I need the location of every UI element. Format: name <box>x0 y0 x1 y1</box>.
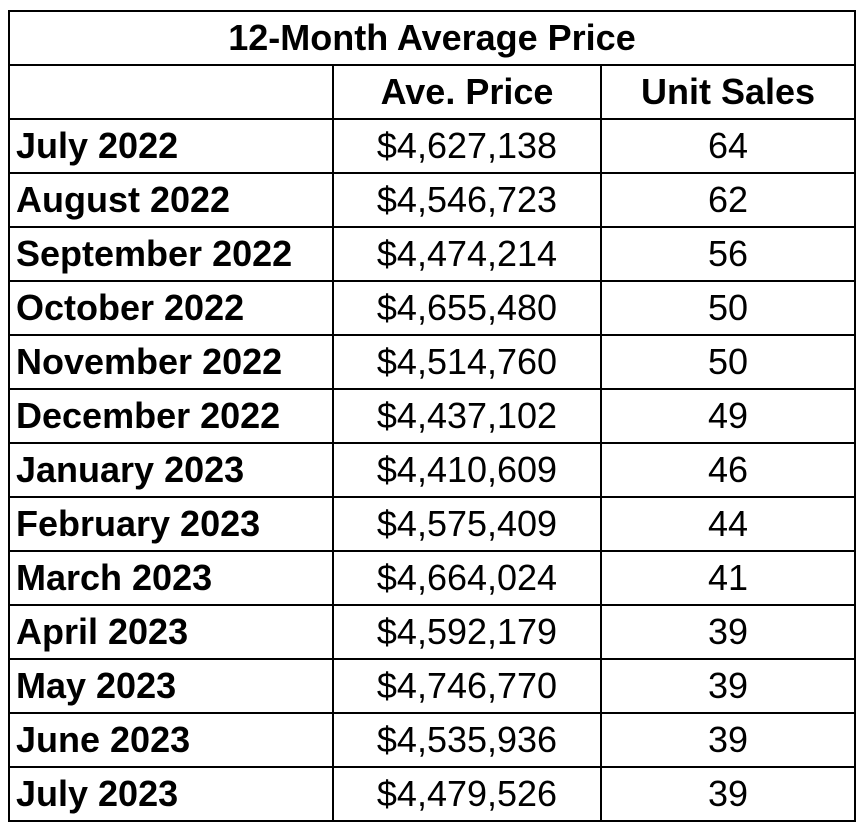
ave-price-cell: $4,410,609 <box>332 442 602 498</box>
month-cell: September 2022 <box>8 226 334 282</box>
month-cell: January 2023 <box>8 442 334 498</box>
unit-sales-cell: 39 <box>600 658 856 714</box>
month-cell: July 2022 <box>8 118 334 174</box>
month-cell: December 2022 <box>8 388 334 444</box>
unit-sales-cell: 44 <box>600 496 856 552</box>
table-row: September 2022 $4,474,214 56 <box>8 226 856 282</box>
table-row: October 2022 $4,655,480 50 <box>8 280 856 336</box>
table-title: 12-Month Average Price <box>8 10 856 66</box>
ave-price-cell: $4,746,770 <box>332 658 602 714</box>
price-table: 12-Month Average Price Ave. Price Unit S… <box>8 10 856 822</box>
unit-sales-cell: 56 <box>600 226 856 282</box>
month-cell: April 2023 <box>8 604 334 660</box>
ave-price-cell: $4,514,760 <box>332 334 602 390</box>
table-row: June 2023 $4,535,936 39 <box>8 712 856 768</box>
month-cell: June 2023 <box>8 712 334 768</box>
ave-price-cell: $4,664,024 <box>332 550 602 606</box>
column-header-ave-price: Ave. Price <box>332 64 602 120</box>
ave-price-cell: $4,592,179 <box>332 604 602 660</box>
month-cell: May 2023 <box>8 658 334 714</box>
column-header-month <box>8 64 334 120</box>
table-row: April 2023 $4,592,179 39 <box>8 604 856 660</box>
unit-sales-cell: 39 <box>600 712 856 768</box>
unit-sales-cell: 49 <box>600 388 856 444</box>
table-row: November 2022 $4,514,760 50 <box>8 334 856 390</box>
table-row: July 2022 $4,627,138 64 <box>8 118 856 174</box>
month-cell: August 2022 <box>8 172 334 228</box>
header-row: Ave. Price Unit Sales <box>8 64 856 120</box>
unit-sales-cell: 64 <box>600 118 856 174</box>
month-cell: March 2023 <box>8 550 334 606</box>
ave-price-cell: $4,655,480 <box>332 280 602 336</box>
month-cell: November 2022 <box>8 334 334 390</box>
title-row: 12-Month Average Price <box>8 10 856 66</box>
price-table-container: 12-Month Average Price Ave. Price Unit S… <box>8 10 856 822</box>
ave-price-cell: $4,575,409 <box>332 496 602 552</box>
ave-price-cell: $4,535,936 <box>332 712 602 768</box>
month-cell: July 2023 <box>8 766 334 822</box>
table-row: March 2023 $4,664,024 41 <box>8 550 856 606</box>
month-cell: October 2022 <box>8 280 334 336</box>
table-body: July 2022 $4,627,138 64 August 2022 $4,546,7… <box>8 118 856 822</box>
unit-sales-cell: 39 <box>600 604 856 660</box>
unit-sales-cell: 46 <box>600 442 856 498</box>
unit-sales-cell: 50 <box>600 334 856 390</box>
table-row: December 2022 $4,437,102 49 <box>8 388 856 444</box>
table-row: February 2023 $4,575,409 44 <box>8 496 856 552</box>
column-header-unit-sales: Unit Sales <box>600 64 856 120</box>
ave-price-cell: $4,546,723 <box>332 172 602 228</box>
table-row: May 2023 $4,746,770 39 <box>8 658 856 714</box>
unit-sales-cell: 62 <box>600 172 856 228</box>
month-cell: February 2023 <box>8 496 334 552</box>
unit-sales-cell: 41 <box>600 550 856 606</box>
ave-price-cell: $4,479,526 <box>332 766 602 822</box>
unit-sales-cell: 50 <box>600 280 856 336</box>
table-row: January 2023 $4,410,609 46 <box>8 442 856 498</box>
table-row: July 2023 $4,479,526 39 <box>8 766 856 822</box>
unit-sales-cell: 39 <box>600 766 856 822</box>
ave-price-cell: $4,627,138 <box>332 118 602 174</box>
table-row: August 2022 $4,546,723 62 <box>8 172 856 228</box>
ave-price-cell: $4,437,102 <box>332 388 602 444</box>
ave-price-cell: $4,474,214 <box>332 226 602 282</box>
